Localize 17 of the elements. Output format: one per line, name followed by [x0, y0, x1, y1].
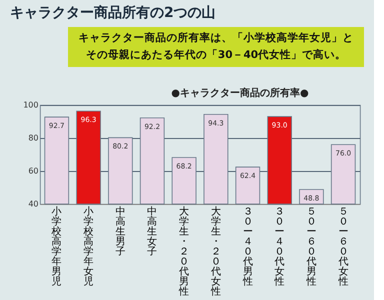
- chart-title: キャラクター商品所有の2つの山: [10, 4, 216, 21]
- category-label: 大学生・２０代男性: [179, 206, 190, 298]
- y-tick-label: 80: [28, 134, 38, 142]
- x-tick-label: 小学校高学年女児: [82, 206, 94, 288]
- text: ●キャラクター商品の所有率●: [171, 87, 309, 99]
- x-tick-label: ５０ー６０代女性: [337, 206, 348, 288]
- x-tick-label: ３０ー４０代女性: [274, 206, 285, 288]
- y-tick-label: 40: [28, 200, 38, 208]
- x-tick-label: ３０ー４０代男性: [242, 206, 253, 288]
- x-tick-label: 中高生女子: [147, 206, 158, 258]
- y-tick-label: 100: [23, 100, 38, 110]
- x-tick-label: ５０ー６０代男性: [305, 206, 316, 288]
- x-tick-label: 小学校高学年男児: [50, 206, 62, 288]
- category-label: 大学生・２０代女性: [210, 206, 221, 298]
- y-tick-label: 60: [28, 166, 38, 176]
- x-tick-label: 中高生男子: [115, 206, 126, 258]
- chart-subtitle: キャラクター商品の所有率は、「小学校高学年女児」とその母親にあたる年代の「30－40代女性」で高い。: [78, 31, 354, 61]
